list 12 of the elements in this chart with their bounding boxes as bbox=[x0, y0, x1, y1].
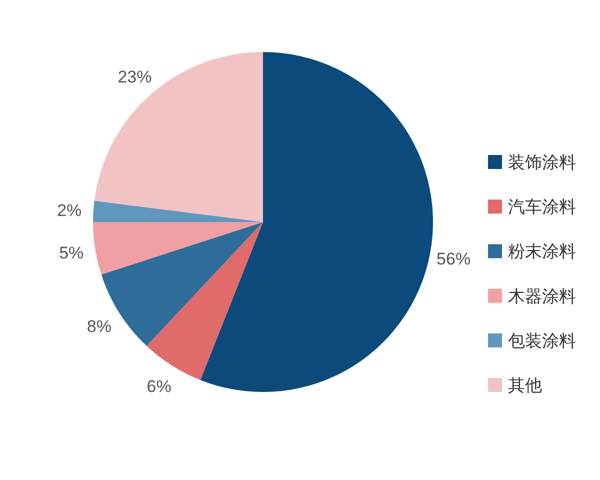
legend-label: 其他 bbox=[508, 376, 542, 395]
data-label: 23% bbox=[118, 67, 152, 86]
data-label: 8% bbox=[86, 316, 112, 336]
legend-label: 汽车涂料 bbox=[508, 198, 576, 217]
legend-label: 包装涂料 bbox=[508, 331, 576, 350]
data-label: 6% bbox=[146, 376, 172, 396]
legend-label: 粉末涂料 bbox=[508, 242, 576, 262]
data-label: 2% bbox=[57, 200, 82, 220]
legend-label: 装饰涂料 bbox=[508, 153, 576, 172]
data-label: 5% bbox=[59, 243, 84, 262]
data-label: 56% bbox=[436, 249, 471, 268]
legend-label: 木器涂料 bbox=[508, 286, 576, 306]
